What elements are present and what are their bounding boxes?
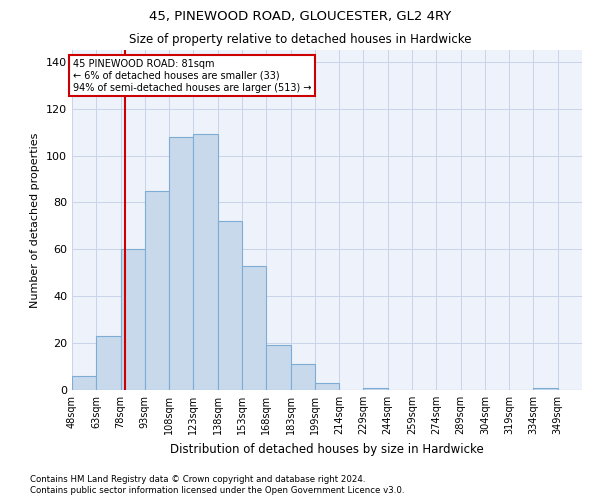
Text: Size of property relative to detached houses in Hardwicke: Size of property relative to detached ho… xyxy=(129,32,471,46)
Bar xyxy=(218,221,242,390)
Bar xyxy=(290,364,315,390)
Y-axis label: Number of detached properties: Number of detached properties xyxy=(31,132,40,308)
Bar xyxy=(145,190,169,390)
Text: Contains public sector information licensed under the Open Government Licence v3: Contains public sector information licen… xyxy=(30,486,404,495)
Text: 45 PINEWOOD ROAD: 81sqm
← 6% of detached houses are smaller (33)
94% of semi-det: 45 PINEWOOD ROAD: 81sqm ← 6% of detached… xyxy=(73,60,311,92)
Bar xyxy=(315,383,339,390)
Text: 45, PINEWOOD ROAD, GLOUCESTER, GL2 4RY: 45, PINEWOOD ROAD, GLOUCESTER, GL2 4RY xyxy=(149,10,451,23)
Bar xyxy=(193,134,218,390)
Bar xyxy=(266,346,290,390)
Bar xyxy=(121,250,145,390)
Bar xyxy=(364,388,388,390)
X-axis label: Distribution of detached houses by size in Hardwicke: Distribution of detached houses by size … xyxy=(170,442,484,456)
Bar xyxy=(169,137,193,390)
Bar xyxy=(96,336,121,390)
Bar xyxy=(72,376,96,390)
Bar xyxy=(533,388,558,390)
Bar xyxy=(242,266,266,390)
Text: Contains HM Land Registry data © Crown copyright and database right 2024.: Contains HM Land Registry data © Crown c… xyxy=(30,475,365,484)
